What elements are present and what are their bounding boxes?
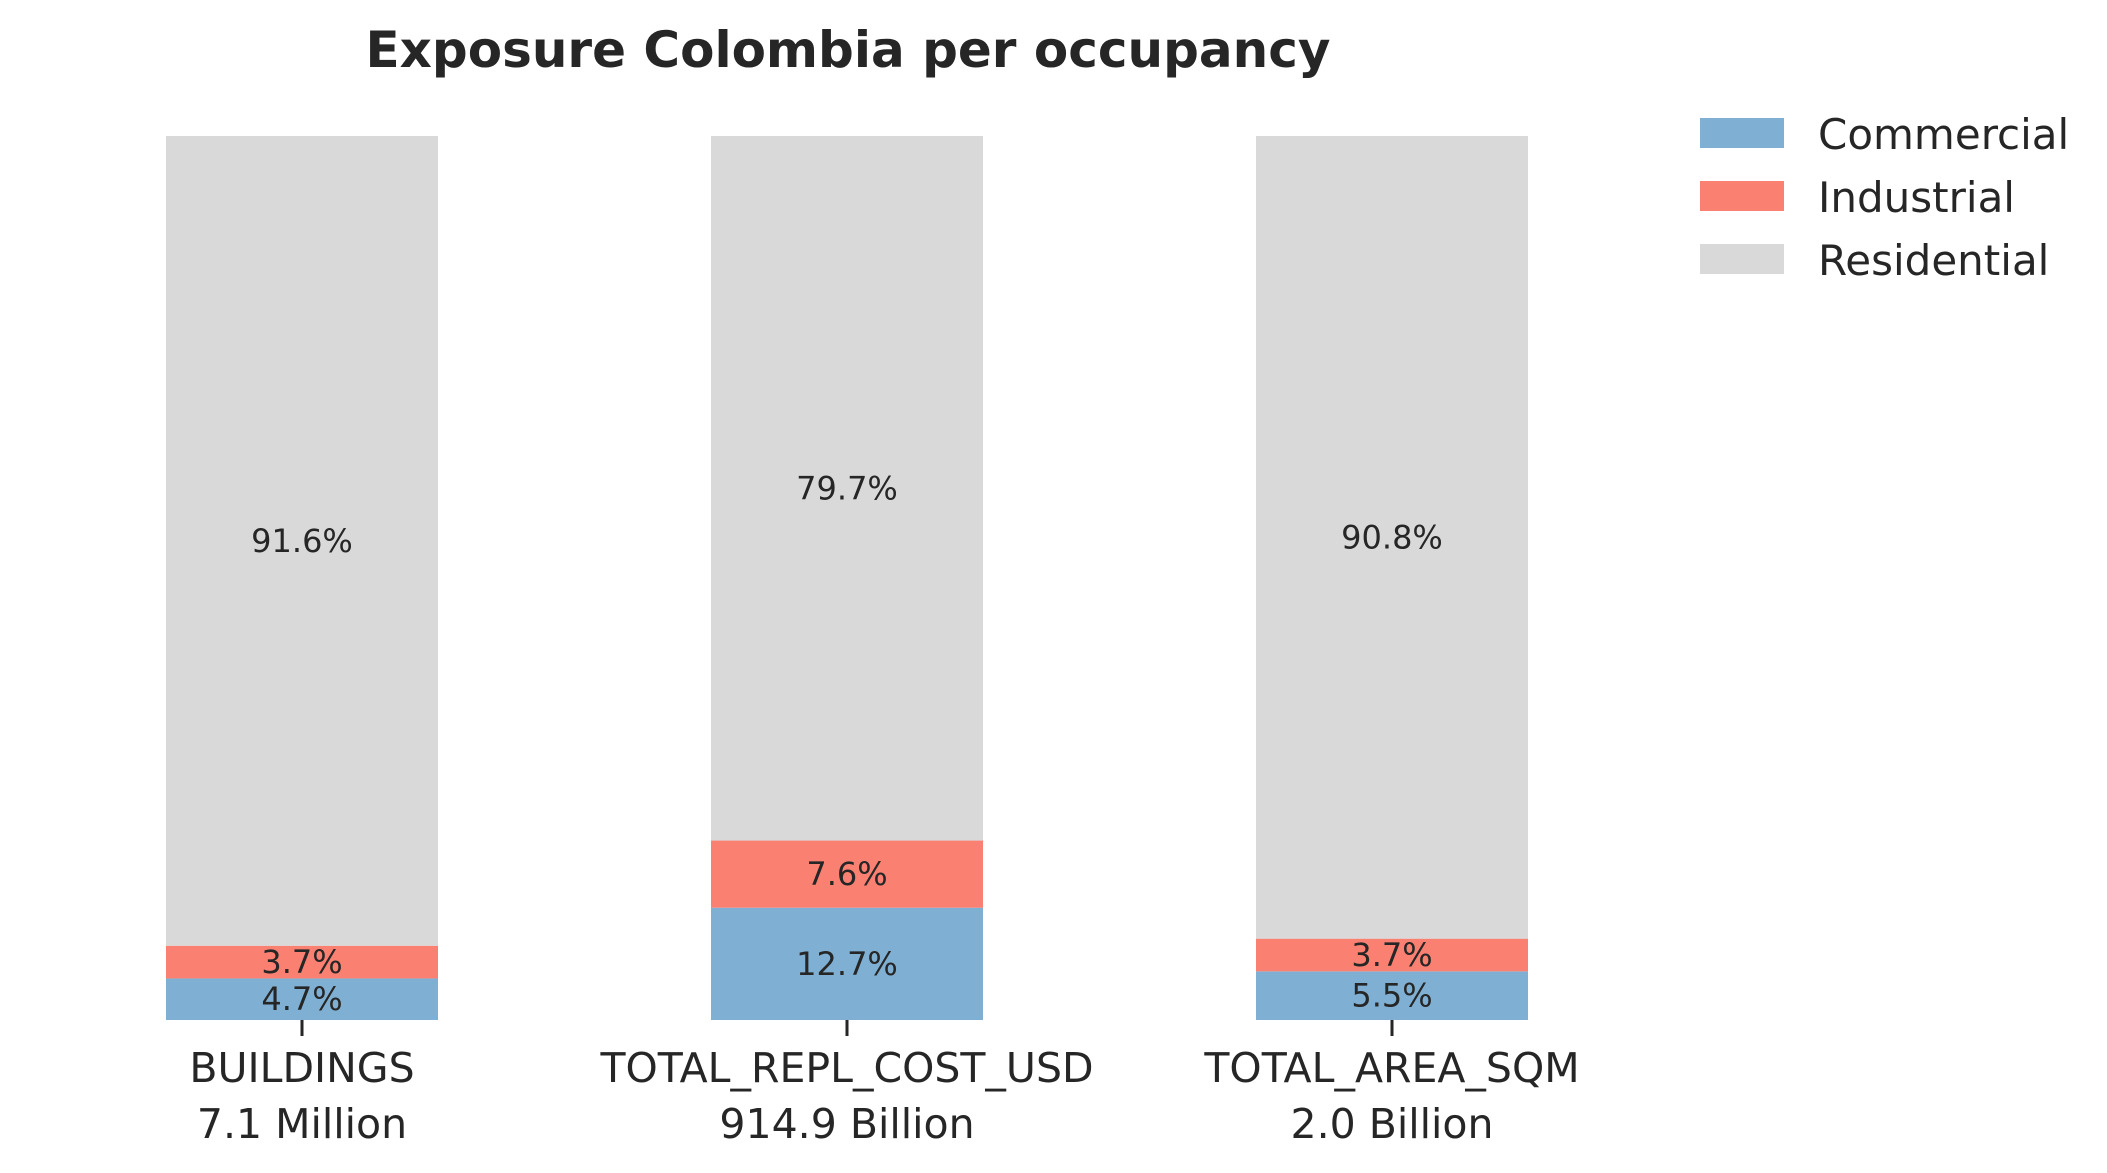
bar-total-area-sqm-commercial	[1256, 971, 1528, 1020]
x-tick-total-total-area-sqm: 2.0 Billion	[1291, 1100, 1494, 1148]
bar-total-area-sqm-industrial	[1256, 938, 1528, 972]
x-tick-label-total-area-sqm: TOTAL_AREA_SQM	[1203, 1044, 1579, 1092]
x-tick-label-total-repl-cost-usd: TOTAL_REPL_COST_USD	[599, 1044, 1093, 1092]
x-tick-label-buildings: BUILDINGS	[189, 1044, 414, 1092]
bar-total-repl-cost-usd-commercial	[711, 907, 983, 1020]
legend: Commercial Industrial Residential	[1700, 110, 2069, 285]
x-axis: BUILDINGS 7.1 Million TOTAL_REPL_COST_USD 9…	[189, 1020, 1580, 1148]
legend-swatch-residential	[1700, 244, 1784, 274]
bar-total-repl-cost-usd-residential	[711, 136, 983, 841]
data-label-total-repl-cost-usd-residential: 79.7%	[796, 469, 898, 507]
x-tick-total-total-repl-cost-usd: 914.9 Billion	[719, 1100, 974, 1148]
data-label-total-repl-cost-usd-commercial: 12.7%	[796, 945, 898, 983]
legend-label-industrial: Industrial	[1818, 173, 2015, 222]
bars-layer	[166, 136, 1528, 1020]
data-label-total-area-sqm-industrial: 3.7%	[1351, 936, 1432, 974]
legend-label-commercial: Commercial	[1818, 110, 2069, 159]
bar-buildings-commercial	[166, 978, 438, 1020]
x-tick-total-buildings: 7.1 Million	[197, 1100, 407, 1148]
bar-buildings-residential	[166, 136, 438, 946]
data-label-total-area-sqm-commercial: 5.5%	[1351, 977, 1432, 1015]
bar-buildings-industrial	[166, 945, 438, 979]
legend-swatch-commercial	[1700, 118, 1784, 148]
bar-total-repl-cost-usd-industrial	[711, 840, 983, 908]
data-label-total-area-sqm-residential: 90.8%	[1341, 518, 1443, 556]
bar-total-area-sqm-residential	[1256, 136, 1528, 939]
segment-labels-layer: 4.7%3.7%91.6%12.7%7.6%79.7%5.5%3.7%90.8%	[251, 469, 1443, 1018]
chart-title: Exposure Colombia per occupancy	[366, 21, 1331, 79]
data-label-buildings-residential: 91.6%	[251, 522, 353, 560]
data-label-buildings-commercial: 4.7%	[261, 980, 342, 1018]
legend-swatch-industrial	[1700, 181, 1784, 211]
legend-label-residential: Residential	[1818, 236, 2049, 285]
data-label-buildings-industrial: 3.7%	[261, 943, 342, 981]
data-label-total-repl-cost-usd-industrial: 7.6%	[806, 855, 887, 893]
